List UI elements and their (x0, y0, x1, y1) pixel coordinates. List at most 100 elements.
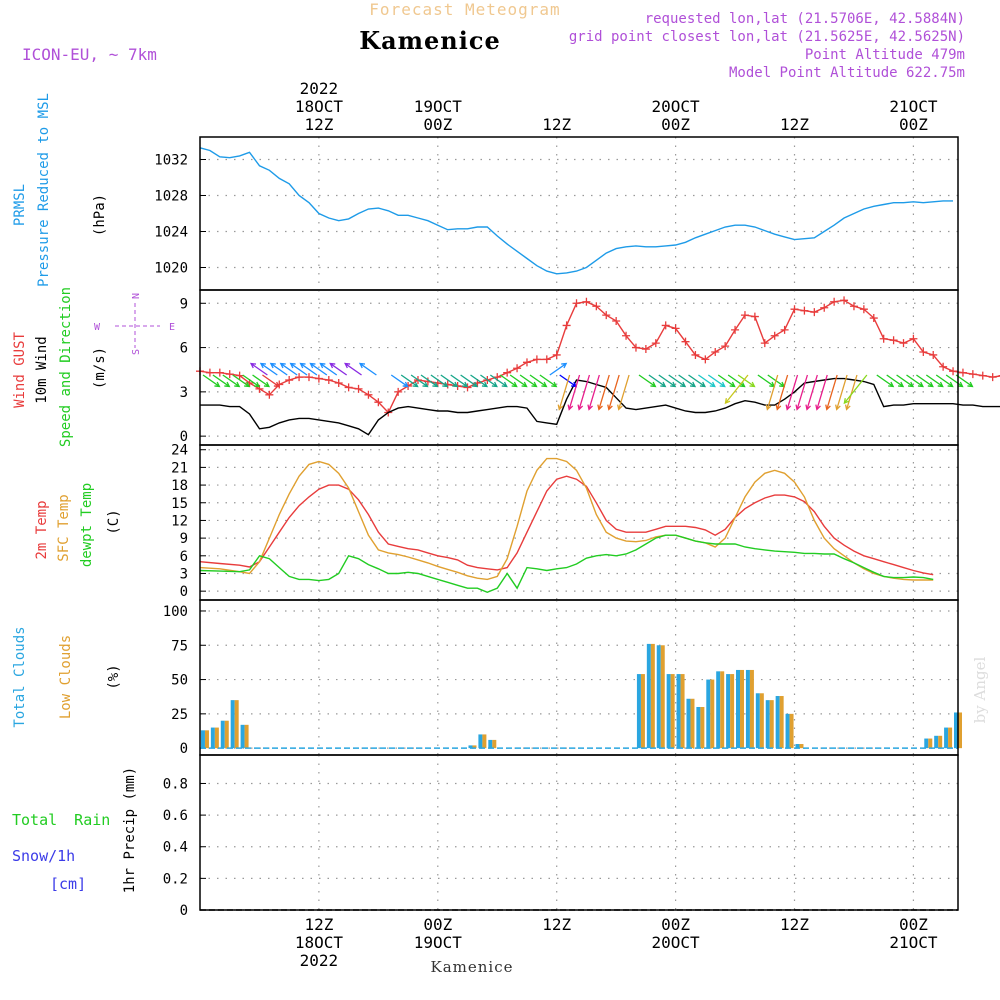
precip-ytick-label: 0.2 (163, 871, 188, 887)
plot-layer: 1020102410281032036903691215182124025507… (154, 79, 1000, 970)
gust-marker (849, 302, 858, 311)
gust-marker (503, 368, 512, 377)
wind-arrow-ssw (775, 374, 789, 411)
wind-arrow-ssw (617, 374, 630, 411)
wind-arrow-se (202, 374, 221, 388)
credit: by Angel (971, 656, 989, 723)
wind-arrow-nw (329, 362, 348, 376)
low-clouds-bar (224, 720, 229, 749)
wind-arrow-se (460, 374, 479, 388)
wind-arrow-ssw (577, 374, 591, 411)
bottom-time-label: 18OCT (295, 933, 344, 952)
sfc-temp-line (199, 457, 934, 581)
gust-marker (582, 297, 591, 306)
bottom-time-label: 2022 (300, 951, 339, 970)
wind-arrow-se (400, 374, 419, 388)
wind-arrow-se (678, 374, 697, 388)
wind-arrow-se (509, 374, 528, 388)
wind-arrow-sw (724, 374, 749, 405)
wind-arrow-nw (344, 362, 362, 376)
temperature-ytick-label: 24 (171, 443, 188, 459)
wind-arrow-nw (279, 362, 298, 376)
wind-arrow-ssw (844, 374, 858, 411)
total-clouds-bar (230, 700, 235, 749)
prmsl-line (199, 147, 953, 275)
temperature-frame (199, 444, 959, 601)
total-clouds-bar (220, 720, 225, 749)
gust-marker (602, 311, 611, 320)
wind-arrow-se (737, 374, 756, 388)
temperature-ytick-label: 9 (180, 531, 188, 547)
total-clouds-bar (666, 674, 671, 749)
wind-10m-label: 10m Wind (34, 336, 50, 403)
low-clouds-bar (472, 745, 477, 749)
wind-arrow-ssw (825, 374, 838, 411)
gust-marker (324, 376, 333, 385)
top-time-label: 19OCT (414, 97, 463, 116)
total-clouds-bar (924, 738, 929, 749)
total-clouds-bar (210, 727, 215, 749)
pressure-frame (199, 136, 959, 291)
gust-marker (513, 364, 522, 373)
gust-marker (671, 324, 680, 333)
gust-marker (859, 305, 868, 314)
total-clouds-bar (736, 669, 741, 749)
total-clouds-bar (200, 730, 205, 749)
total-clouds-bar (716, 671, 721, 749)
wind-arrow-se (470, 374, 489, 388)
bottom-time-label: 12Z (542, 915, 571, 934)
low-clouds-bar (740, 669, 745, 749)
gust-marker (334, 379, 343, 387)
gust-marker (731, 325, 740, 334)
gust-marker (542, 355, 551, 364)
wind-arrow-ssw (795, 374, 809, 411)
wind-arrow-ssw (597, 374, 610, 411)
wind-arrow-se (707, 374, 726, 388)
gust-marker (958, 368, 967, 377)
low-clouds-bar (234, 700, 239, 749)
wind-arrow-se (916, 374, 934, 388)
wind-ytick-label: 0 (180, 429, 188, 445)
total-clouds-bar (468, 745, 473, 749)
wind-panel: 0 3 6 9 (180, 289, 1000, 446)
wind-arrow-ssw (815, 374, 828, 411)
gust-marker (225, 370, 234, 379)
gust-marker (314, 374, 323, 383)
wind-arrow-se (886, 374, 905, 388)
gust-marker (235, 371, 244, 380)
bottom-time-label: 12Z (304, 915, 333, 934)
gust-marker (364, 390, 373, 399)
gust-marker (760, 339, 769, 348)
wind-arrow-se (896, 374, 915, 388)
gust-marker (681, 337, 690, 346)
low-clouds-bar (660, 645, 665, 749)
total-clouds-bar (745, 669, 750, 749)
bottom-time-label: 00Z (423, 915, 452, 934)
total-clouds-bar (944, 727, 949, 749)
pressure-label-1: PRMSL (12, 184, 28, 226)
precip-ytick-label: 0.4 (163, 840, 188, 856)
gust-marker (939, 362, 948, 371)
wind-arrow-se (519, 374, 538, 388)
low-clouds-bar (948, 727, 953, 749)
low-clouds-bar (680, 674, 685, 749)
pressure-ytick-label: 1032 (154, 153, 188, 169)
top-time-label: 00Z (661, 115, 690, 134)
temperature-ytick-label: 3 (180, 566, 188, 582)
total-clouds-bar (488, 739, 493, 749)
wind-arrow-se (727, 374, 746, 388)
pressure-ytick-label: 1028 (154, 189, 188, 205)
bottom-time-label: 00Z (661, 915, 690, 934)
top-time-label: 20OCT (652, 97, 701, 116)
temp-dewpt-label: dewpt Temp (79, 483, 95, 567)
gust-marker (562, 321, 571, 330)
clouds-panel: 0 25 50 75 100 (163, 599, 962, 757)
bottom-time-label: 20OCT (652, 933, 701, 952)
temperature-ytick-label: 15 (171, 496, 188, 512)
wind-gust-label: Wind GUST (12, 332, 28, 408)
requested-coords: requested lon,lat (21.5706E, 42.5884N) (645, 11, 965, 27)
temp-unit: (C) (106, 509, 122, 534)
total-clouds-bar (706, 679, 711, 749)
gust-marker (721, 342, 730, 351)
